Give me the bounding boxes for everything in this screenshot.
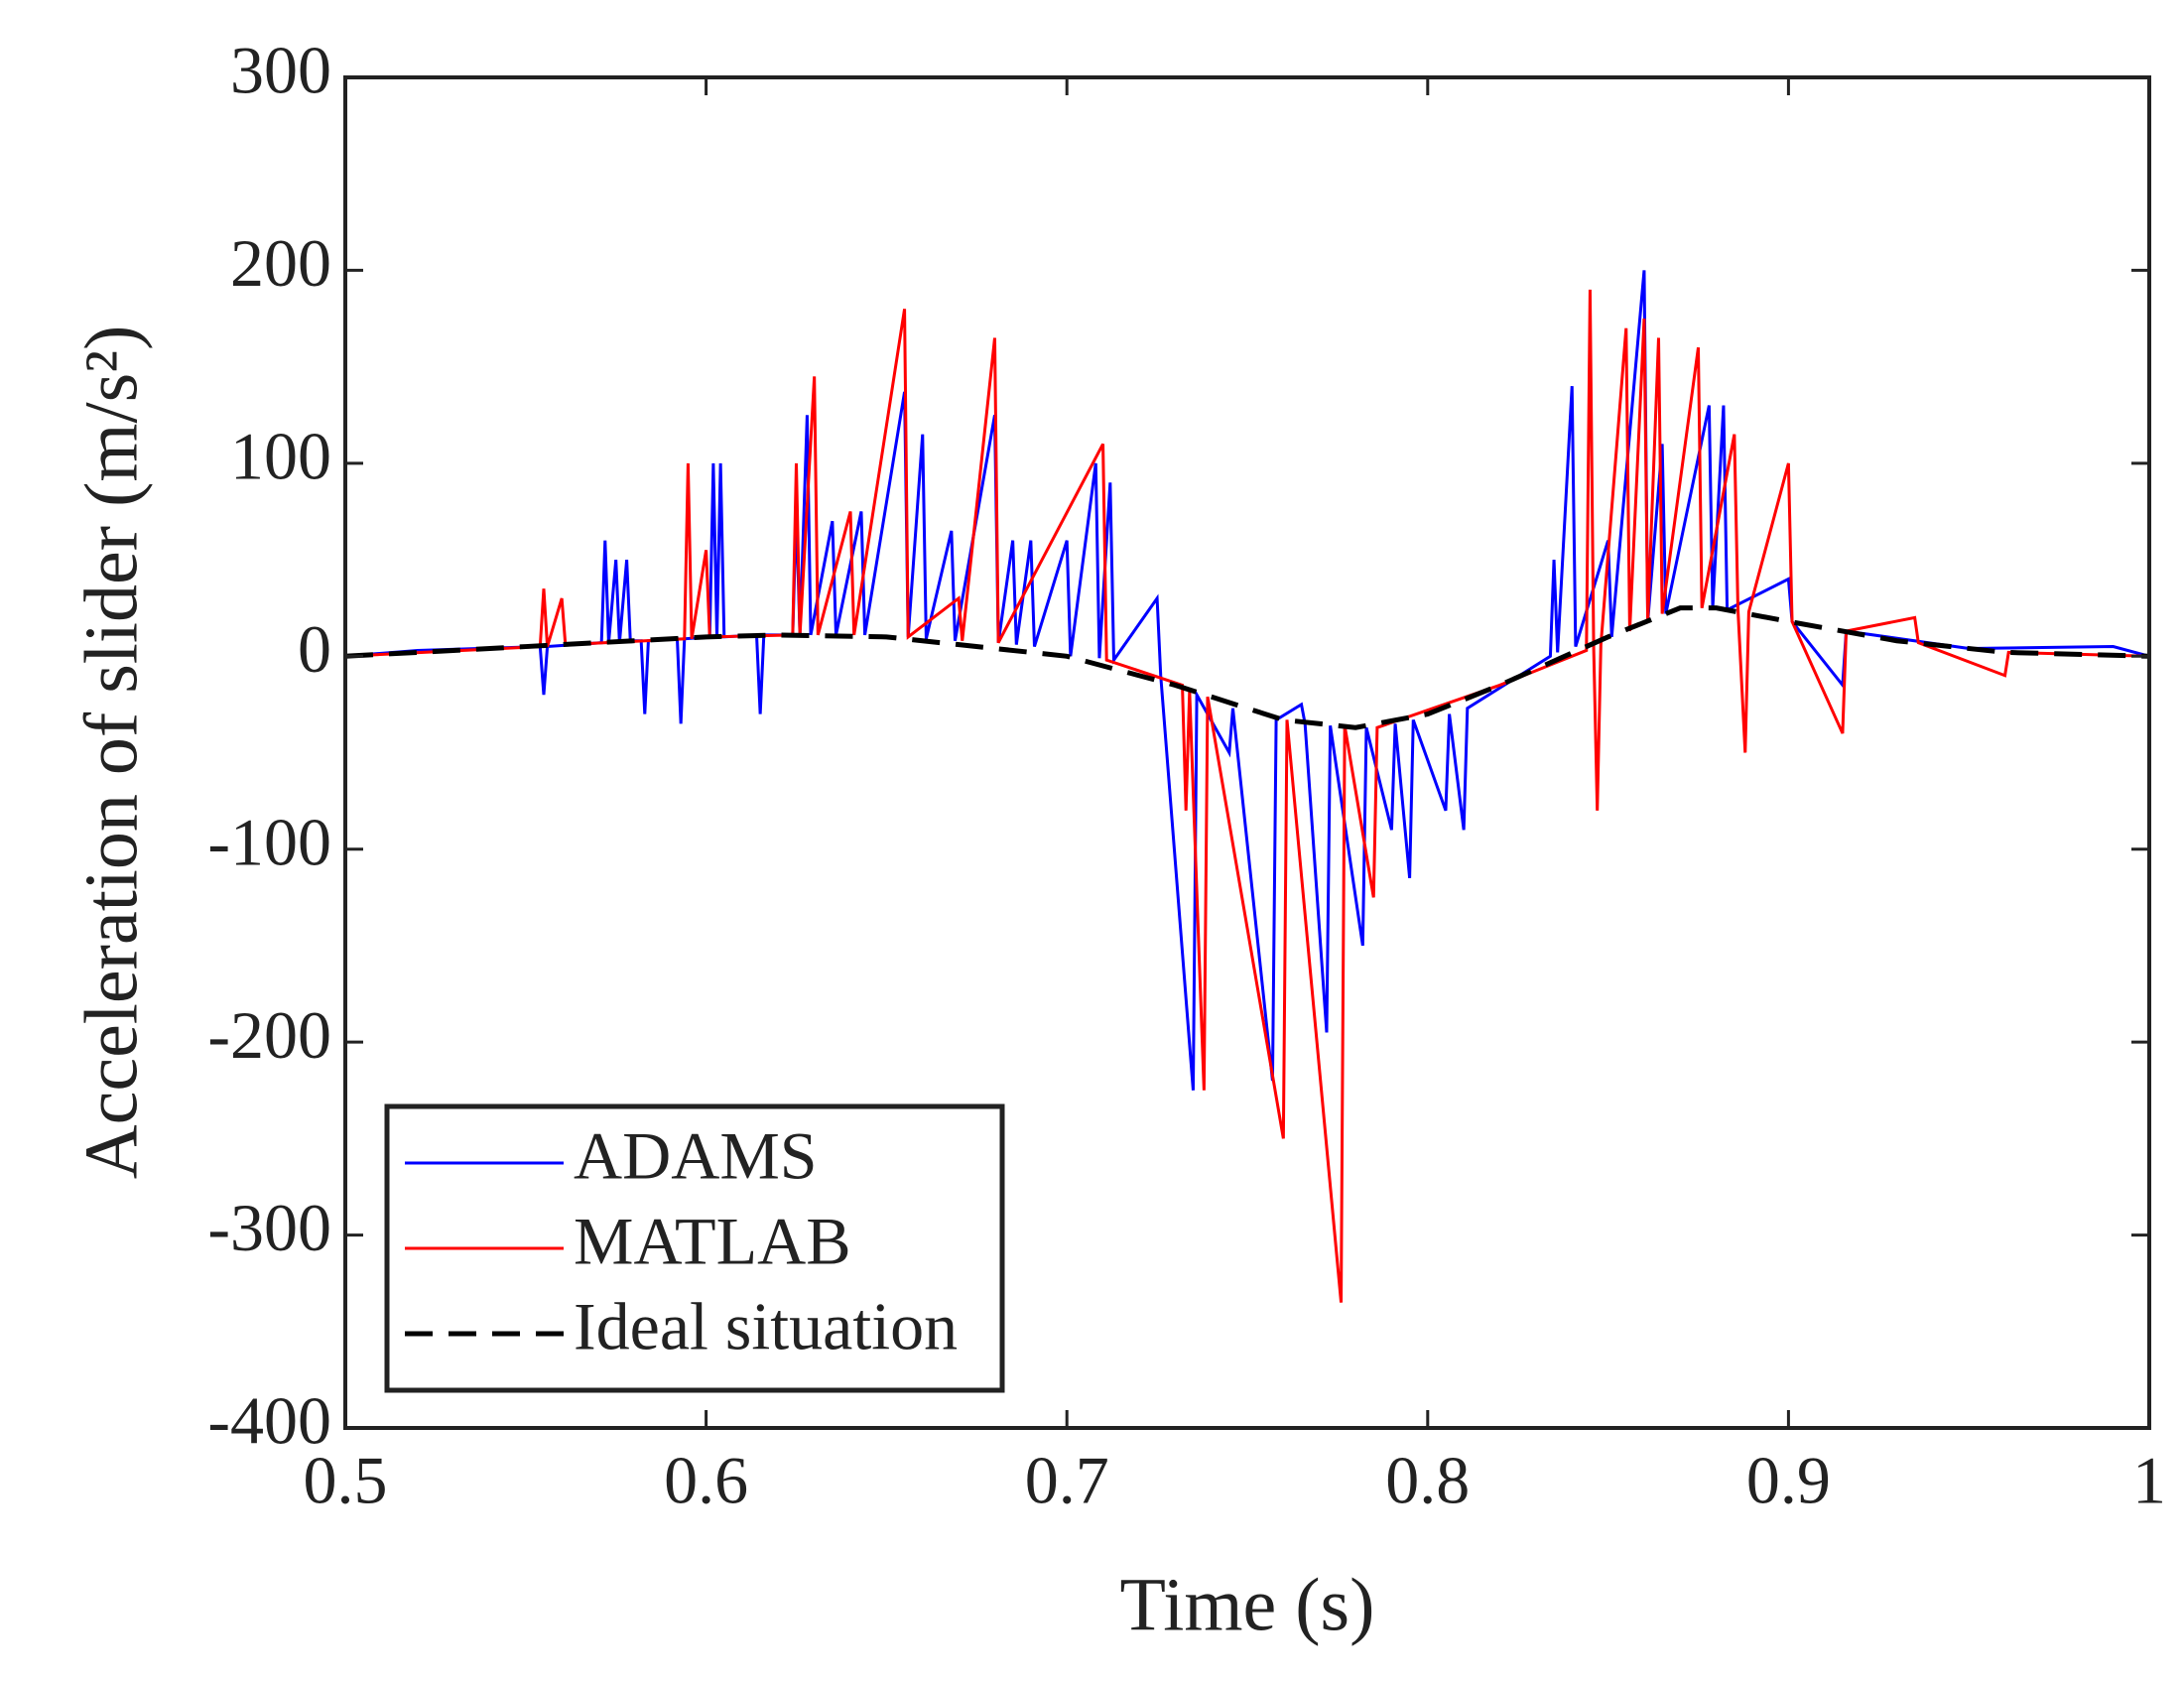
legend-label: MATLAB xyxy=(574,1204,851,1279)
x-tick-label: 0.7 xyxy=(1025,1443,1109,1518)
y-tick-label: -100 xyxy=(207,804,331,879)
x-axis-label: Time (s) xyxy=(1120,1563,1375,1646)
x-tick-label: 0.8 xyxy=(1385,1443,1470,1518)
x-tick-label: 1 xyxy=(2132,1443,2166,1518)
y-tick-label: -200 xyxy=(207,997,331,1073)
x-tick-label: 0.9 xyxy=(1746,1443,1831,1518)
series-line xyxy=(345,270,2149,1091)
y-tick-label: 100 xyxy=(230,418,331,493)
plot-frame xyxy=(343,75,2151,1430)
y-tick-label: 200 xyxy=(230,225,331,301)
x-tick-label: 0.5 xyxy=(304,1443,388,1518)
x-tick-label: 0.6 xyxy=(664,1443,748,1518)
series-line xyxy=(345,605,2149,730)
y-tick-label: 300 xyxy=(230,33,331,108)
y-tick-label: 0 xyxy=(298,611,331,687)
legend-label: ADAMS xyxy=(574,1118,818,1194)
y-axis-label: Acceleration of slider (m/s²) xyxy=(69,325,153,1180)
y-tick-label: -300 xyxy=(207,1190,331,1265)
legend-label: Ideal situation xyxy=(574,1289,958,1364)
y-tick-label: -400 xyxy=(207,1383,331,1459)
